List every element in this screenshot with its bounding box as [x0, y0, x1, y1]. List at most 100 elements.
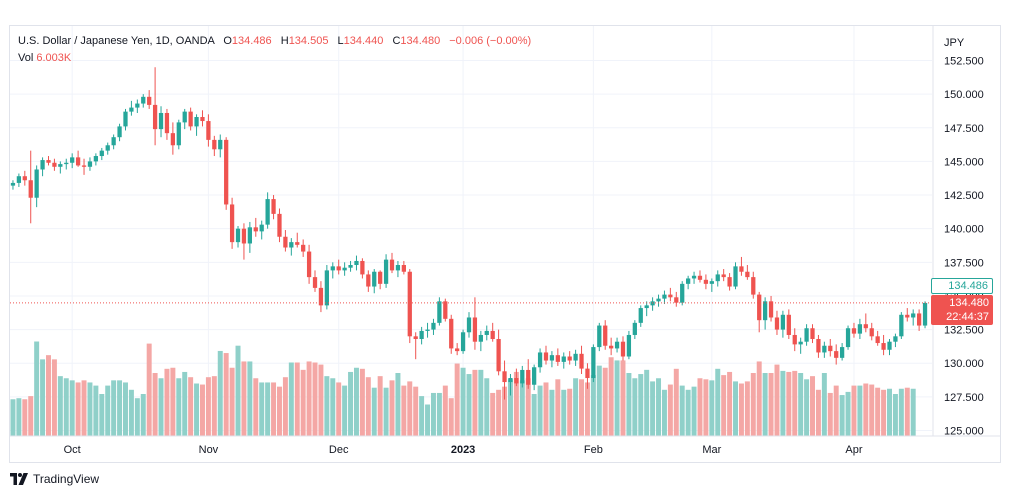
candle [259, 220, 264, 240]
volume-bar [217, 350, 223, 436]
candle-body [466, 317, 472, 333]
candle-body [816, 339, 821, 353]
candle-body [774, 317, 780, 330]
volume-bar [833, 385, 839, 436]
candle-body [58, 164, 63, 167]
volume-bar [188, 377, 194, 436]
volume-bar [561, 389, 567, 436]
candle-body [863, 324, 868, 329]
volume-bar [614, 360, 620, 436]
volume-bar [300, 369, 306, 436]
volume-bar [253, 378, 259, 436]
candle [905, 308, 910, 322]
candle [839, 343, 845, 361]
volume-bar [786, 371, 792, 436]
volume-bar [804, 379, 810, 436]
candle-body [366, 274, 371, 287]
candle [857, 318, 863, 340]
chart-canvas[interactable]: 152.500 150.000 147.500 145.000 142.500 140.0… [0, 0, 1012, 463]
volume-bar [744, 381, 750, 436]
candle [10, 180, 16, 190]
volume-bar [271, 382, 277, 436]
y-tick-label: 152.500 [944, 56, 984, 68]
volume-bar [738, 383, 744, 436]
candle [768, 295, 774, 322]
candle-body [425, 329, 430, 331]
symbol-title[interactable]: U.S. Dollar / Japanese Yen, 1D, OANDA [18, 35, 215, 47]
candle [93, 153, 99, 166]
candle [455, 343, 460, 356]
candle-body [881, 343, 886, 350]
candle-body [301, 244, 306, 252]
candle-body [28, 180, 33, 198]
volume-bar [904, 387, 910, 436]
footer-brand[interactable]: TradingView [10, 472, 99, 486]
candle-body [721, 274, 726, 278]
volume-bar [478, 369, 484, 436]
candle-body [354, 260, 359, 266]
candle-body [87, 161, 93, 167]
candle-body [164, 112, 170, 134]
change-value: −0.006 (−0.00%) [449, 35, 532, 47]
volume-bar [288, 362, 294, 436]
candle [206, 114, 211, 147]
candle [751, 271, 756, 299]
candle-body [887, 341, 892, 350]
candle [845, 325, 851, 350]
volume-bar [318, 364, 324, 436]
candle-body [152, 104, 158, 130]
volume-bar [845, 391, 851, 436]
candle [188, 107, 193, 131]
candle [123, 108, 128, 131]
candle-body [715, 274, 720, 282]
candle-body [662, 294, 667, 299]
volume-bar [247, 361, 253, 436]
volume-bar [768, 373, 774, 436]
candle-body [431, 322, 436, 330]
y-tick-label: 145.000 [944, 156, 984, 168]
volume-bar [63, 378, 69, 436]
candle-body [828, 345, 833, 352]
y-tick-label: 140.000 [944, 224, 984, 236]
volume-bar [241, 361, 247, 436]
candle [520, 365, 525, 388]
volume-bar [28, 396, 34, 436]
volume-bar [81, 380, 87, 436]
volume-bar [484, 378, 490, 436]
volume-bar [395, 373, 401, 436]
candle [496, 329, 501, 376]
volume-bar [472, 369, 478, 436]
candle-body [271, 199, 276, 214]
candle [911, 309, 916, 326]
candle [164, 108, 170, 140]
volume-bar [567, 388, 573, 436]
candle [443, 298, 448, 322]
candle [229, 197, 235, 249]
candle-body [911, 313, 916, 318]
candle-body [680, 283, 685, 303]
candle-body [265, 199, 270, 225]
volume-bar [898, 388, 904, 436]
volume-bar [703, 379, 709, 436]
candle [212, 135, 217, 157]
candle-body [899, 314, 904, 337]
volume-bar [419, 396, 425, 436]
candle [686, 275, 691, 290]
volume-bar [51, 359, 57, 436]
x-tick-label: Oct [64, 444, 81, 456]
candle [16, 173, 22, 187]
volume-bar [389, 380, 395, 436]
volume-bar [176, 378, 182, 436]
volume-bar [513, 371, 519, 436]
volume-bar [798, 373, 804, 436]
volume-bar [656, 378, 662, 436]
candle [52, 158, 57, 171]
candle [28, 150, 33, 224]
candle [75, 150, 81, 167]
volume-bar [869, 384, 875, 436]
candle-body [834, 351, 839, 358]
candle-body [224, 139, 229, 205]
candle [111, 134, 116, 150]
candle-body [916, 313, 922, 326]
y-tick-label: 147.500 [944, 123, 984, 135]
